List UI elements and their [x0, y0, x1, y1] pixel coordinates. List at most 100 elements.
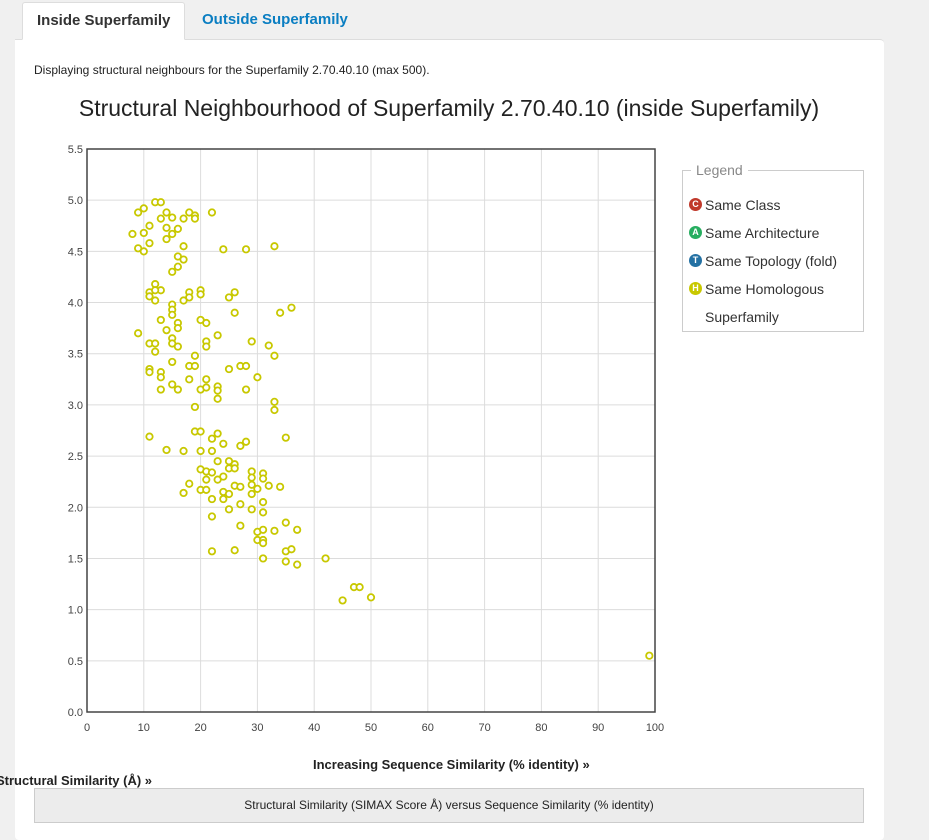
legend-item-same-topology[interactable]: T Same Topology (fold): [689, 247, 859, 275]
legend-item-same-architecture[interactable]: A Same Architecture: [689, 219, 859, 247]
data-point: [338, 596, 347, 605]
data-point: [270, 242, 279, 251]
data-point: [202, 475, 211, 484]
data-point: [207, 494, 217, 504]
data-point: [196, 427, 205, 436]
data-point: [253, 373, 262, 382]
data-point: [134, 329, 143, 338]
data-point: [151, 339, 160, 348]
data-point: [293, 560, 302, 569]
data-point: [213, 386, 222, 395]
x-tick-label: 10: [138, 722, 150, 734]
data-point: [145, 368, 154, 377]
data-point: [162, 326, 171, 335]
data-point: [173, 385, 182, 394]
data-point: [281, 557, 290, 566]
data-point: [645, 651, 654, 660]
data-point: [258, 498, 268, 507]
data-point: [281, 433, 290, 442]
data-point: [264, 481, 273, 490]
data-point: [207, 446, 217, 456]
data-point: [179, 214, 188, 223]
data-point: [207, 208, 217, 217]
data-point: [168, 213, 177, 222]
data-point: [139, 247, 148, 256]
data-point: [145, 221, 154, 230]
x-axis-label: Increasing Sequence Similarity (% identi…: [313, 757, 590, 772]
data-point: [241, 361, 251, 371]
data-point: [258, 474, 268, 483]
tab-outside-superfamily[interactable]: Outside Superfamily: [202, 11, 348, 28]
data-point: [202, 342, 211, 351]
data-point: [207, 512, 217, 521]
y-tick-label: 4.0: [68, 298, 83, 310]
data-point: [139, 204, 148, 213]
data-point: [168, 357, 177, 367]
data-point: [241, 437, 251, 446]
data-point: [190, 361, 200, 371]
architecture-icon: A: [689, 226, 702, 239]
y-tick-label: 1.0: [68, 605, 83, 617]
data-point: [173, 324, 182, 333]
data-point: [247, 337, 256, 346]
x-tick-label: 30: [251, 722, 263, 734]
legend-label: Same Topology (fold): [705, 253, 838, 269]
y-tick-label: 2.5: [68, 451, 83, 463]
data-point: [185, 479, 194, 488]
legend-item-same-homologous-superfamily[interactable]: H Same Homologous Superfamily: [689, 275, 859, 331]
data-point: [247, 473, 256, 482]
x-tick-label: 90: [592, 722, 604, 734]
x-tick-label: 40: [308, 722, 320, 734]
y-tick-label: 1.5: [68, 553, 83, 565]
data-point: [230, 546, 239, 555]
data-point: [156, 385, 165, 394]
data-point: [168, 267, 177, 276]
legend-caption: Legend: [691, 162, 748, 178]
data-point: [162, 223, 171, 232]
data-point: [173, 262, 182, 271]
data-point: [168, 310, 177, 319]
y-tick-label: 5.0: [68, 195, 83, 207]
data-point: [207, 547, 217, 556]
data-point: [173, 224, 182, 233]
data-point: [213, 331, 222, 340]
data-point: [230, 288, 239, 297]
data-point: [134, 208, 143, 217]
y-tick-label: 5.5: [68, 144, 83, 156]
data-point: [270, 351, 279, 360]
data-point: [241, 385, 251, 394]
data-point: [196, 290, 205, 299]
data-point: [236, 521, 245, 530]
y-tick-label: 3.5: [68, 349, 83, 361]
data-point: [145, 239, 154, 248]
data-point: [224, 293, 234, 302]
data-point: [270, 397, 279, 406]
data-point: [139, 228, 148, 238]
data-point: [202, 375, 211, 384]
data-point: [247, 505, 256, 514]
legend-label: Same Class: [705, 197, 781, 213]
data-point: [258, 525, 268, 534]
data-point: [213, 394, 222, 403]
data-point: [173, 342, 182, 351]
x-tick-label: 20: [194, 722, 206, 734]
data-point: [281, 518, 290, 527]
legend-item-same-class[interactable]: C Same Class: [689, 191, 859, 219]
y-axis-label: Structural Similarity (Å) »: [0, 773, 153, 788]
data-point: [270, 405, 279, 415]
data-point: [224, 505, 234, 514]
data-point: [321, 554, 330, 563]
y-tick-label: 0.5: [68, 656, 83, 668]
data-point: [236, 482, 245, 491]
data-point: [258, 554, 268, 563]
plot-area: 0 10 20 30 40 50 60 70 80 90 100 0.0 0.5 1.0 1.5 2.0 2.5…: [68, 144, 664, 734]
data-point: [202, 318, 211, 328]
data-point: [151, 296, 160, 305]
data-point: [156, 198, 165, 207]
data-point: [224, 489, 234, 499]
data-point: [287, 545, 296, 554]
homologous-icon: H: [689, 282, 702, 295]
data-point: [156, 373, 165, 382]
tab-inside-superfamily[interactable]: Inside Superfamily: [22, 2, 186, 40]
